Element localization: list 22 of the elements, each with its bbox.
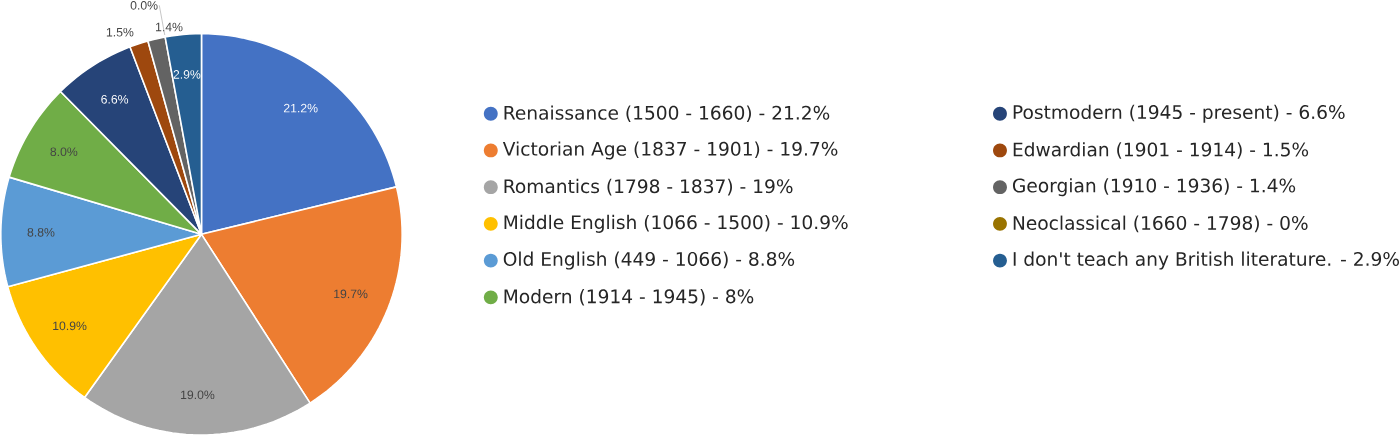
legend-label: Postmodern (1945 - present) - 6.6% bbox=[1013, 104, 1345, 123]
legend-label: Georgian (1910 - 1936) - 1.4% bbox=[1012, 178, 1296, 197]
legend-label: Edwardian (1901 - 1914) - 1.5% bbox=[1013, 142, 1309, 159]
data-label: 1.4% bbox=[155, 22, 183, 32]
legend-label: Renaissance (1500 - 1660) - 21.2% bbox=[504, 105, 830, 123]
legend-label: Neoclassical (1660 - 1798) - 0% bbox=[1013, 215, 1308, 233]
data-label: 6.6% bbox=[101, 95, 129, 104]
data-label: 10.9% bbox=[53, 321, 87, 331]
data-label: 1.5% bbox=[106, 28, 134, 37]
data-label: 19.0% bbox=[181, 390, 215, 400]
data-label: 19.7% bbox=[334, 289, 368, 299]
text: 0.0% bbox=[130, 1, 158, 10]
legend-label: Middle English (1066 - 1500) - 10.9% bbox=[504, 214, 848, 233]
legend-label: I don't teach any British literature. - 2.9% bbox=[1013, 251, 1400, 270]
data-label: 2.9% bbox=[173, 70, 201, 79]
legend-label: Romantics (1798 - 1837) - 19% bbox=[504, 178, 793, 196]
data-label: 8.8% bbox=[27, 228, 55, 237]
legend-label: Old English (449 - 1066) - 8.8% bbox=[503, 251, 795, 270]
legend-label: Victorian Age (1837 - 1901) - 19.7% bbox=[502, 141, 838, 160]
legend-label: Modern (1914 - 1945) - 8% bbox=[504, 289, 754, 306]
data-label: 8.0% bbox=[50, 147, 78, 157]
data-label: 21.2% bbox=[283, 103, 318, 113]
